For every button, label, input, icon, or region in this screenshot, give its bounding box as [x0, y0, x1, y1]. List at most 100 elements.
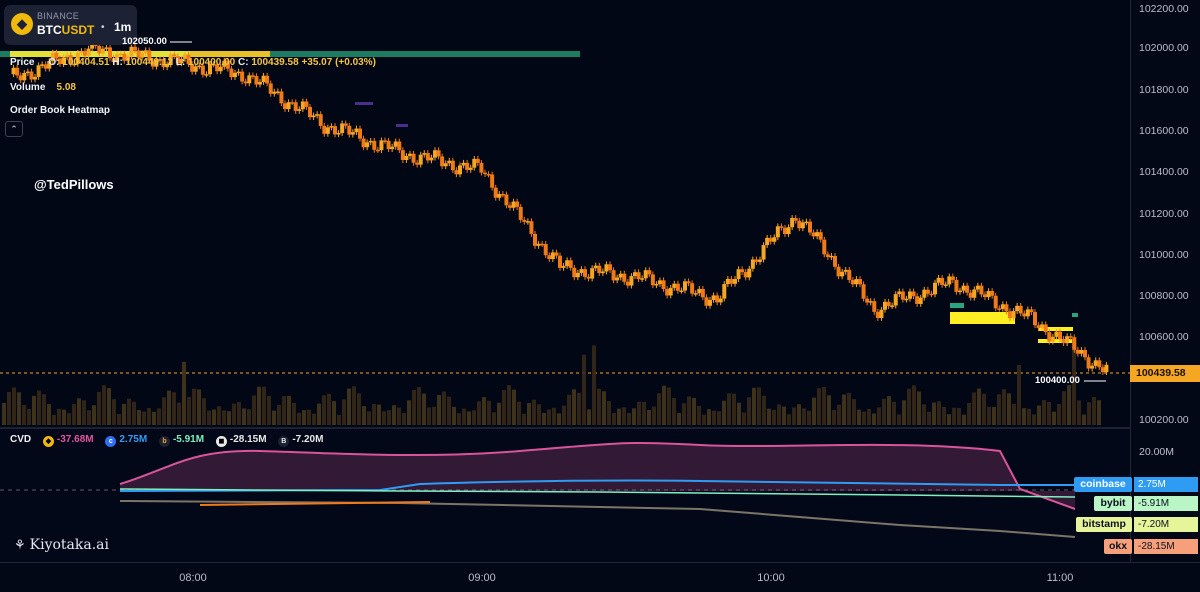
- candle-body: [108, 47, 112, 59]
- volume-bar: [177, 402, 181, 425]
- heatmap-level: [950, 312, 1015, 324]
- candle-body: [1050, 336, 1055, 342]
- volume-bar: [582, 354, 586, 425]
- candle-body: [736, 269, 741, 280]
- coinbase-cvd-line: [119, 479, 1075, 492]
- volume-bar: [372, 404, 376, 425]
- candle-body: [640, 278, 645, 280]
- candle-body: [783, 227, 787, 235]
- volume-bar: [562, 405, 566, 425]
- candle-body: [758, 259, 762, 262]
- time-axis[interactable]: 08:00 09:00 10:00 11:00: [0, 562, 1200, 592]
- candle-body: [611, 270, 616, 281]
- bybit-icon: b: [158, 436, 170, 447]
- cvd-item-bitstamp[interactable]: B -7.20M: [278, 434, 323, 447]
- volume-legend[interactable]: Volume 5.08: [10, 82, 76, 93]
- price-axis[interactable]: 102200.00 102000.00 101800.00 101600.00 …: [1130, 0, 1200, 562]
- candle-body: [493, 187, 498, 198]
- volume-bar: [922, 404, 926, 425]
- candle-body: [872, 301, 877, 312]
- cvd-chart-svg[interactable]: [0, 429, 1130, 562]
- cvd-item-coinbase[interactable]: c 2.75M: [105, 434, 147, 447]
- candle-body: [265, 75, 270, 84]
- price-chart-svg[interactable]: [0, 0, 1130, 427]
- candle-body: [525, 221, 530, 223]
- candle-body: [1075, 349, 1080, 354]
- candle-body: [733, 279, 737, 284]
- brand-name: Kiyotaka.ai: [29, 537, 110, 553]
- candle-body: [1015, 305, 1020, 312]
- candle-body: [500, 194, 505, 196]
- volume-bar: [497, 402, 501, 425]
- volume-bar: [802, 408, 806, 425]
- price-legend[interactable]: Price O: 100404.51 H: 100449.12 L: 10040…: [10, 57, 376, 68]
- chevron-up-icon[interactable]: ⌃: [5, 121, 23, 137]
- volume-bar: [407, 400, 411, 425]
- volume-bar: [917, 391, 921, 425]
- candle-body: [290, 102, 295, 104]
- candle-body: [11, 67, 16, 75]
- volume-bar: [242, 408, 246, 425]
- cvd-item-binance[interactable]: ◆ -37.68M: [42, 434, 94, 447]
- volume-legend-label: Volume: [10, 82, 46, 93]
- candle-body: [247, 75, 252, 84]
- volume-bar: [1057, 404, 1061, 425]
- candle-body: [565, 260, 570, 267]
- candle-body: [700, 288, 705, 298]
- candle-body: [800, 222, 805, 229]
- candle-body: [375, 149, 380, 152]
- price-chart-pane[interactable]: ◆ BINANCE BTCUSDT • 1m 102050.00 Price O…: [0, 0, 1130, 427]
- volume-bar: [362, 406, 366, 425]
- volume-bar: [47, 404, 51, 425]
- cvd-scale-tick: 20.00M: [1139, 446, 1175, 458]
- candle-body: [586, 276, 591, 279]
- candle-body: [411, 153, 416, 163]
- candle-body: [768, 237, 773, 242]
- cvd-legend[interactable]: CVD ◆ -37.68M c 2.75M b -5.91M ◼ -28.15M B -7…: [10, 434, 332, 447]
- volume-bar: [87, 410, 91, 425]
- exchange-name: BINANCE: [37, 11, 80, 21]
- cvd-label: CVD: [10, 434, 32, 445]
- candle-body: [97, 45, 102, 54]
- volume-bar: [987, 406, 991, 425]
- volume-bar: [1067, 385, 1071, 425]
- pane-divider[interactable]: [0, 427, 1200, 429]
- candle-body: [186, 54, 191, 65]
- candle-body: [133, 46, 137, 51]
- candle-body: [418, 154, 423, 165]
- exchange-value-coinbase: 2.75M: [1134, 477, 1198, 492]
- candle-body: [136, 50, 141, 58]
- interval-label[interactable]: 1m: [114, 20, 132, 34]
- candle-body: [911, 291, 916, 297]
- volume-bar: [1092, 397, 1096, 425]
- candle-body: [404, 155, 409, 160]
- symbol-card[interactable]: ◆ BINANCE BTCUSDT • 1m: [4, 5, 137, 45]
- cvd-item-okx[interactable]: ◼ -28.15M: [215, 434, 267, 447]
- bybit-cvd-line: [119, 488, 1076, 498]
- candle-body: [475, 158, 480, 163]
- volume-bar: [962, 414, 966, 425]
- volume-bar: [557, 413, 561, 425]
- volume-bar: [207, 410, 211, 425]
- candle-body: [386, 140, 391, 150]
- candle-body: [718, 298, 723, 303]
- candle-body: [1068, 336, 1073, 338]
- volume-bar: [722, 400, 726, 425]
- candle-body: [243, 81, 248, 84]
- volume-bar: [982, 393, 986, 425]
- candle-body: [311, 115, 316, 118]
- candle-body: [979, 285, 984, 295]
- candle-body: [754, 259, 759, 262]
- candle-body: [740, 269, 745, 273]
- cvd-pane[interactable]: [0, 429, 1130, 562]
- volume-bar: [942, 406, 946, 425]
- cvd-item-bybit[interactable]: b -5.91M: [158, 434, 204, 447]
- candle-body: [50, 52, 55, 62]
- candle-body: [1043, 324, 1048, 333]
- heatmap-band-top: [0, 51, 580, 57]
- volume-bar: [747, 397, 751, 425]
- candle-body: [536, 243, 541, 246]
- volume-value: 5.08: [56, 82, 76, 93]
- exchange-tag-bitstamp: bitstamp: [1076, 517, 1132, 532]
- heatmap-legend[interactable]: Order Book Heatmap: [10, 105, 110, 116]
